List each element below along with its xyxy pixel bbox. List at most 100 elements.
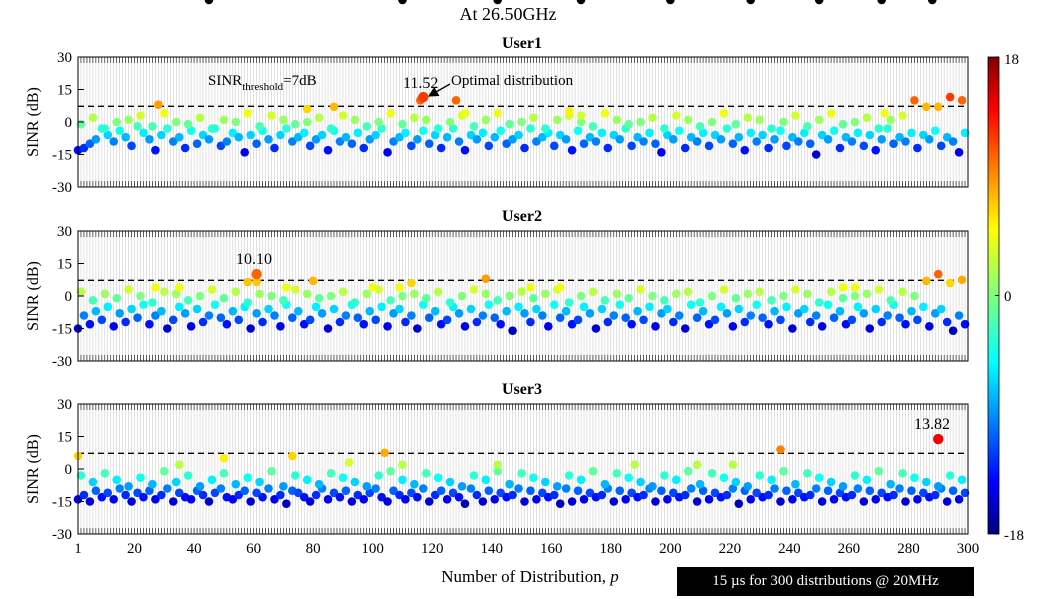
data-point <box>698 486 708 495</box>
data-point <box>913 495 922 504</box>
data-point <box>549 300 559 309</box>
data-point <box>555 283 565 292</box>
data-point <box>597 128 607 138</box>
data-point <box>288 313 297 322</box>
data-point <box>454 137 464 146</box>
data-point <box>148 479 157 489</box>
data-point <box>91 306 101 316</box>
data-point <box>344 458 354 467</box>
data-point <box>743 482 753 491</box>
data-point <box>579 302 589 312</box>
x-axis-label-var: p <box>609 567 619 586</box>
data-point <box>651 322 660 331</box>
data-point <box>770 484 779 493</box>
data-point <box>97 315 107 325</box>
data-point <box>418 126 428 135</box>
data-point <box>576 475 586 485</box>
data-point <box>305 141 315 151</box>
data-point <box>207 285 217 294</box>
data-point <box>883 311 892 320</box>
data-point <box>779 291 788 301</box>
data-point <box>960 128 970 138</box>
data-point <box>472 490 482 500</box>
data-point <box>838 482 848 491</box>
data-point <box>276 490 285 500</box>
data-points <box>73 0 970 159</box>
data-point <box>180 309 190 318</box>
data-point <box>734 499 744 508</box>
data-point <box>657 309 666 318</box>
data-point <box>79 490 89 500</box>
data-point <box>267 111 276 120</box>
data-point <box>799 304 809 314</box>
data-point <box>460 145 470 155</box>
data-point <box>448 488 458 498</box>
x-tick-label: 100 <box>361 541 384 557</box>
data-point <box>490 313 500 322</box>
data-point <box>898 287 907 296</box>
data-point <box>216 141 226 151</box>
data-point <box>183 471 193 480</box>
x-tick-label: 300 <box>957 541 980 557</box>
data-point <box>207 124 217 133</box>
data-point <box>948 137 958 146</box>
data-point <box>103 130 113 140</box>
data-point <box>436 319 446 329</box>
data-point <box>645 128 654 138</box>
data-point <box>886 296 895 305</box>
data-point <box>731 293 741 303</box>
data-point <box>945 278 955 288</box>
data-point <box>663 130 672 140</box>
data-point <box>204 497 214 506</box>
data-point <box>957 96 967 105</box>
data-point <box>413 324 422 333</box>
data-point <box>660 471 669 480</box>
data-point <box>481 115 491 125</box>
data-point <box>341 311 351 320</box>
data-point <box>925 135 934 144</box>
data-point <box>624 473 633 482</box>
data-point <box>335 317 345 327</box>
x-axis-label: Number of Distribution, p <box>441 567 619 586</box>
data-point <box>389 309 398 318</box>
data-point <box>314 479 324 489</box>
data-point <box>338 473 348 482</box>
data-point <box>302 117 312 127</box>
y-tick-label: 0 <box>65 289 73 305</box>
data-point <box>311 490 321 500</box>
data-point <box>865 486 875 495</box>
data-point <box>398 291 407 301</box>
data-point <box>493 296 502 305</box>
data-point <box>433 287 443 296</box>
data-point <box>728 460 738 469</box>
x-tick-label: 120 <box>421 541 444 557</box>
data-point <box>457 291 467 301</box>
data-point <box>630 460 639 469</box>
data-point <box>925 322 934 331</box>
data-point <box>407 488 416 498</box>
data-point <box>883 124 892 133</box>
data-point <box>526 283 535 292</box>
data-point <box>960 319 970 329</box>
data-point <box>109 322 119 331</box>
data-point <box>871 495 881 504</box>
y-ticks: 30 15 0 -15 -30 <box>52 50 84 196</box>
data-point <box>481 274 491 283</box>
data-point <box>362 122 372 131</box>
data-point <box>430 306 440 316</box>
data-point <box>805 139 815 148</box>
data-point <box>445 117 455 127</box>
data-point <box>767 124 776 133</box>
x-tick-label: 140 <box>480 541 503 557</box>
data-point <box>222 137 232 146</box>
data-point <box>874 124 884 133</box>
data-point <box>826 109 836 118</box>
data-point <box>162 324 172 333</box>
data-point <box>204 135 214 144</box>
data-point <box>615 486 625 495</box>
data-point <box>115 309 124 318</box>
data-point <box>541 477 550 487</box>
data-point <box>776 126 785 135</box>
data-points <box>73 433 970 508</box>
x-axis-label-text: Number of Distribution, <box>441 567 610 586</box>
